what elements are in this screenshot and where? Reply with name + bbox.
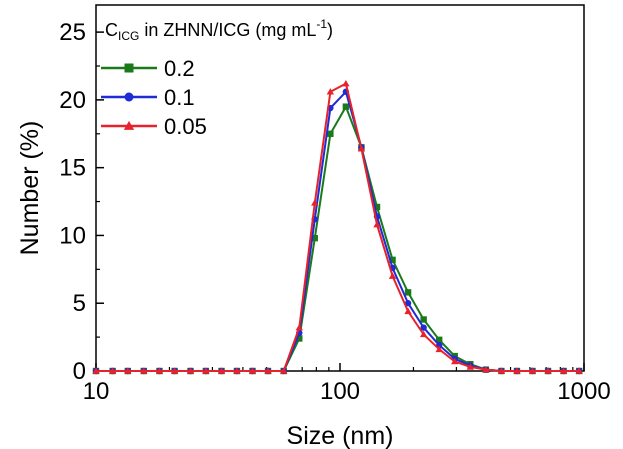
data-point [373, 203, 381, 211]
x-tick-label: 100 [320, 378, 360, 405]
data-point [342, 103, 350, 110]
data-point [233, 367, 241, 374]
legend-label: 0.2 [164, 56, 195, 81]
data-point [419, 330, 428, 338]
data-point [186, 367, 195, 374]
data-point [528, 367, 537, 374]
data-point [295, 323, 303, 331]
legend-entry: 0.2 [101, 56, 195, 81]
series-layer [92, 79, 583, 375]
x-tick-label: 10 [83, 378, 110, 405]
y-tick-label: 20 [59, 87, 86, 114]
data-point [108, 367, 117, 374]
data-point [404, 307, 412, 315]
data-point [404, 289, 412, 296]
data-point [92, 367, 100, 374]
series-0.05 [92, 79, 583, 374]
data-point [497, 367, 506, 374]
legend-title: CICG in ZHNN/ICG (mg mL-1) [105, 17, 333, 43]
data-point [296, 335, 303, 342]
data-point [124, 367, 132, 374]
axis-ticks: 10 100 1000 0 5 10 15 20 25 [59, 19, 610, 405]
legend-marker [124, 92, 134, 102]
data-point [466, 363, 474, 370]
data-point [280, 367, 288, 374]
data-point [435, 345, 443, 353]
y-tick-label: 25 [59, 19, 86, 46]
data-point [389, 256, 396, 264]
data-point [311, 234, 318, 242]
data-point [373, 220, 381, 228]
data-point [140, 367, 148, 374]
legend-entry: 0.05 [101, 114, 207, 139]
data-point [327, 130, 334, 137]
data-point [248, 367, 257, 374]
data-point [202, 367, 210, 374]
series-0.2 [92, 103, 583, 375]
x-axis-label: Size (nm) [287, 422, 394, 449]
series-line [96, 82, 580, 372]
data-point [264, 367, 272, 374]
legend: CICG in ZHNN/ICG (mg mL-1) 0.2 0.1 0.05 [101, 17, 333, 139]
y-tick-label: 0 [73, 358, 86, 385]
legend-marker [124, 63, 134, 73]
y-tick-label: 15 [59, 155, 86, 182]
data-point [217, 367, 226, 374]
data-point [420, 324, 427, 331]
data-point [388, 272, 397, 279]
data-point [404, 300, 412, 307]
data-point [435, 336, 443, 344]
legend-marker [123, 120, 135, 130]
data-point [482, 365, 490, 373]
y-tick-label: 5 [73, 290, 86, 317]
y-axis-label: Number (%) [16, 121, 44, 256]
x-tick-label: 1000 [557, 378, 610, 405]
data-point [559, 367, 568, 374]
data-point [326, 88, 335, 95]
data-point [311, 199, 319, 206]
data-point [575, 367, 583, 374]
data-point [544, 367, 552, 374]
data-point [170, 367, 179, 374]
data-point [342, 79, 350, 87]
legend-label: 0.05 [164, 114, 207, 139]
data-point [155, 367, 164, 374]
data-point [420, 316, 427, 323]
data-point [451, 357, 459, 365]
y-tick-label: 10 [59, 222, 86, 249]
legend-label: 0.1 [164, 85, 195, 110]
series-line [96, 104, 580, 372]
data-point [357, 145, 366, 152]
data-point [513, 367, 521, 374]
legend-entry: 0.1 [101, 85, 195, 110]
